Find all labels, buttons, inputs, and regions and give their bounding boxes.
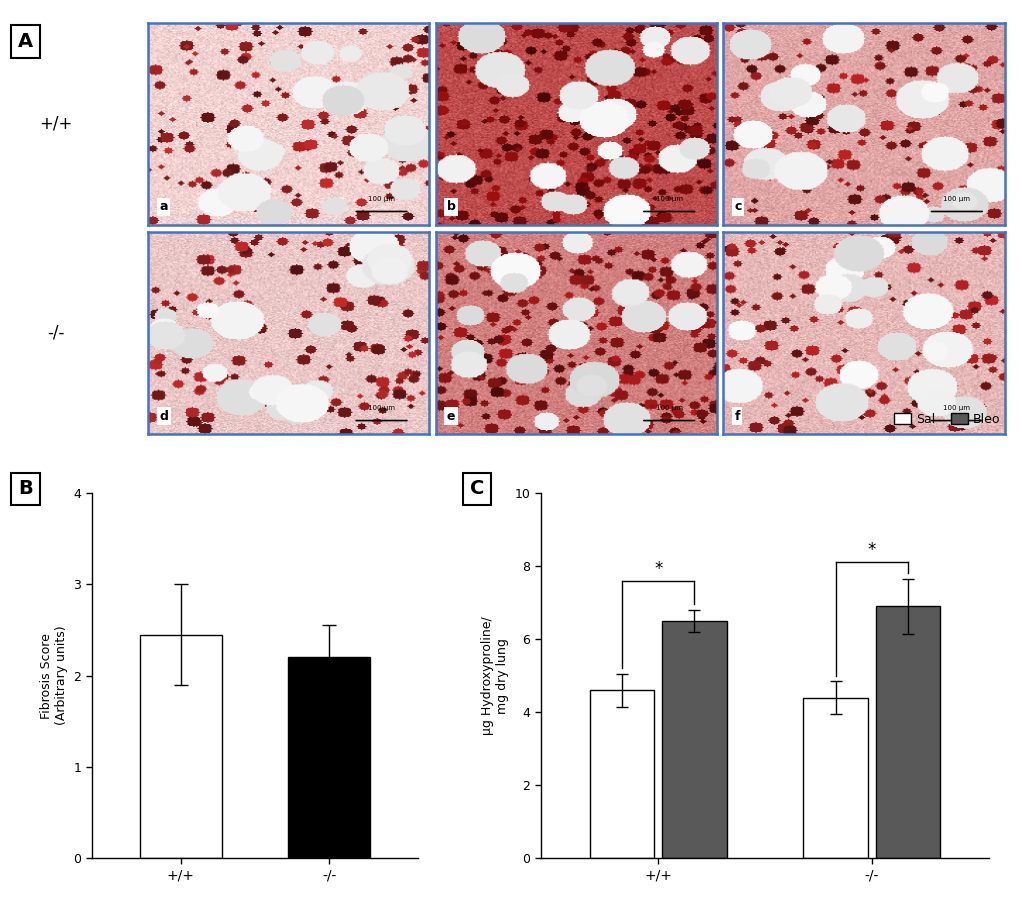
Text: 100 μm: 100 μm (943, 196, 969, 203)
Text: 100 μm: 100 μm (655, 405, 682, 412)
Text: *: * (653, 560, 661, 578)
Y-axis label: μg Hydroxyproline/
mg dry lung: μg Hydroxyproline/ mg dry lung (480, 616, 508, 735)
Text: 100 μm: 100 μm (655, 196, 682, 203)
Bar (589, 690, 653, 858)
Text: -/-: -/- (47, 324, 65, 341)
Text: +/+: +/+ (40, 115, 72, 132)
Text: A: A (18, 32, 33, 51)
Text: 100 μm: 100 μm (368, 405, 394, 412)
Text: f: f (734, 410, 739, 423)
Bar (288, 657, 370, 858)
Bar (661, 621, 726, 858)
Bar (140, 635, 221, 858)
Text: 100 μm: 100 μm (943, 405, 969, 412)
Text: B: B (18, 479, 33, 498)
Text: e: e (446, 410, 454, 423)
Bar (875, 606, 940, 858)
Y-axis label: Fibrosis Score
(Arbitrary units): Fibrosis Score (Arbitrary units) (40, 625, 67, 726)
Bar (803, 698, 867, 858)
Text: *: * (867, 541, 875, 560)
Text: a: a (159, 201, 167, 214)
Text: d: d (159, 410, 168, 423)
Text: 100 μm: 100 μm (368, 196, 394, 203)
Text: c: c (734, 201, 741, 214)
Legend: Sal, Bleo: Sal, Bleo (888, 408, 1005, 431)
Text: C: C (470, 479, 484, 498)
Text: b: b (446, 201, 455, 214)
